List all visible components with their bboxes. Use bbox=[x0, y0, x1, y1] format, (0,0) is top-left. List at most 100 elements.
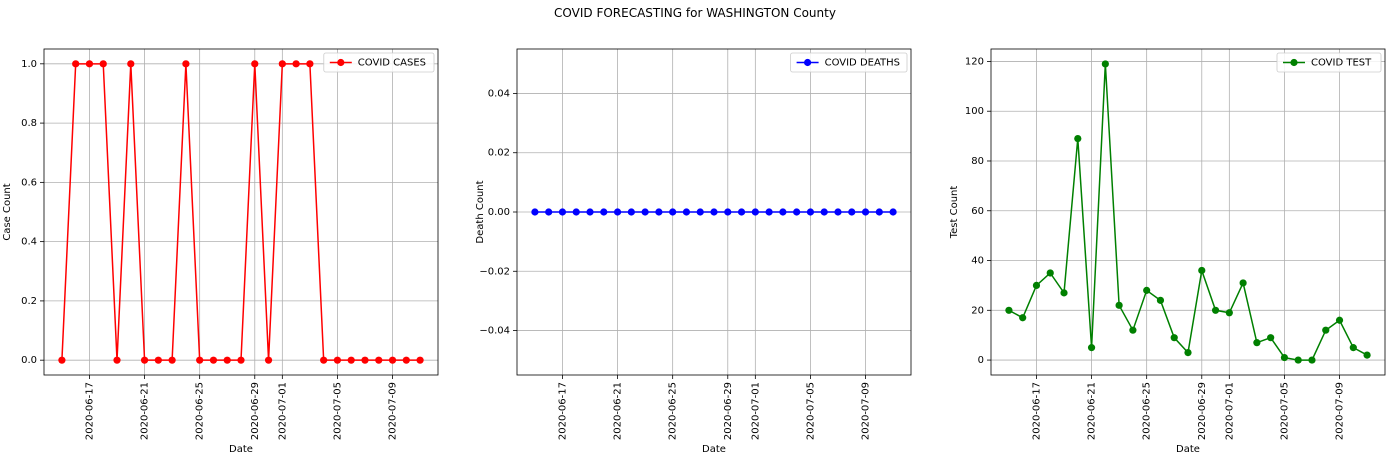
data-point bbox=[737, 208, 746, 216]
data-point bbox=[572, 208, 580, 216]
data-point bbox=[669, 208, 677, 216]
y-axis-label: Case Count bbox=[2, 183, 13, 240]
series-line bbox=[61, 63, 421, 361]
data-point bbox=[600, 208, 608, 216]
y-tick-label: 0 bbox=[978, 355, 984, 366]
data-point bbox=[223, 356, 231, 364]
data-point bbox=[779, 208, 787, 216]
data-point bbox=[388, 356, 397, 364]
data-point bbox=[1074, 134, 1082, 143]
data-point bbox=[99, 60, 107, 68]
data-point bbox=[278, 60, 286, 68]
data-point bbox=[1005, 306, 1013, 314]
legend: COVID TEST bbox=[1276, 52, 1382, 73]
data-point bbox=[333, 356, 342, 364]
data-point bbox=[58, 356, 66, 364]
data-point bbox=[1087, 344, 1096, 352]
y-tick-label: 0.00 bbox=[488, 207, 510, 218]
data-point bbox=[196, 356, 204, 364]
data-point bbox=[264, 356, 273, 364]
y-tick-label: 0.0 bbox=[21, 355, 37, 366]
x-tick-label: 2020-06-25 bbox=[1142, 382, 1153, 440]
data-point bbox=[140, 356, 149, 364]
y-tick-label: 60 bbox=[971, 206, 984, 217]
data-point bbox=[1267, 334, 1275, 342]
data-point bbox=[292, 60, 300, 68]
data-point bbox=[182, 60, 190, 68]
y-tick-label: 0.2 bbox=[21, 296, 37, 307]
y-tick-label: 1.0 bbox=[21, 59, 37, 70]
data-point bbox=[1129, 326, 1137, 334]
data-point bbox=[1253, 339, 1261, 347]
x-tick-label: 2020-07-01 bbox=[750, 382, 761, 440]
data-point bbox=[1294, 356, 1302, 364]
data-point bbox=[875, 208, 883, 216]
data-point bbox=[1101, 60, 1109, 68]
data-point bbox=[85, 60, 94, 68]
data-point bbox=[347, 356, 355, 364]
y-tick-label: 100 bbox=[965, 106, 984, 117]
x-tick-label: 2020-06-17 bbox=[1031, 382, 1042, 440]
data-point bbox=[127, 60, 135, 68]
x-tick-label: 2020-07-09 bbox=[388, 382, 399, 440]
y-tick-label: 0.8 bbox=[21, 118, 37, 129]
data-point bbox=[641, 208, 649, 216]
data-point bbox=[113, 356, 121, 364]
x-tick-label: 2020-07-01 bbox=[1224, 382, 1235, 440]
x-tick-label: 2020-07-05 bbox=[805, 382, 816, 440]
x-tick-label: 2020-06-29 bbox=[1197, 382, 1208, 440]
y-tick-label: −0.02 bbox=[479, 266, 510, 277]
chart-3: 2020-06-17 2020-06-21 2020-06-25 2020-06-29… bbox=[949, 48, 1386, 455]
data-point bbox=[209, 356, 218, 364]
data-point bbox=[1115, 301, 1123, 309]
data-point bbox=[1349, 344, 1357, 352]
data-point bbox=[1308, 356, 1316, 364]
data-point bbox=[72, 60, 80, 68]
x-tick-label: 2020-06-25 bbox=[195, 382, 206, 440]
data-point bbox=[586, 208, 594, 216]
data-point bbox=[1363, 351, 1371, 359]
x-tick-label: 2020-07-05 bbox=[332, 382, 343, 440]
data-point bbox=[320, 356, 328, 364]
data-point bbox=[251, 60, 259, 68]
data-point bbox=[416, 356, 424, 364]
data-point bbox=[361, 356, 369, 364]
data-point bbox=[655, 208, 663, 216]
legend: COVID CASES bbox=[323, 52, 435, 73]
data-point bbox=[1239, 279, 1247, 287]
data-point bbox=[613, 208, 622, 216]
y-tick-label: 0.6 bbox=[21, 177, 37, 188]
x-tick-label: 2020-06-21 bbox=[613, 382, 624, 440]
x-axis-label: Date bbox=[229, 444, 253, 455]
x-tick-label: 2020-07-09 bbox=[1335, 382, 1346, 440]
data-point bbox=[820, 208, 828, 216]
plot-frame bbox=[990, 48, 1386, 376]
data-point bbox=[1032, 281, 1041, 290]
data-point bbox=[375, 356, 383, 364]
legend-marker bbox=[1290, 58, 1298, 67]
y-tick-label: 0.04 bbox=[488, 88, 510, 99]
data-point bbox=[696, 208, 704, 216]
data-point bbox=[1046, 269, 1054, 277]
data-point bbox=[1211, 306, 1220, 314]
data-point bbox=[710, 208, 718, 216]
data-point bbox=[1225, 309, 1233, 317]
data-point bbox=[682, 208, 691, 216]
y-tick-label: 80 bbox=[971, 156, 984, 167]
data-point bbox=[834, 208, 842, 216]
x-tick-label: 2020-06-17 bbox=[557, 382, 568, 440]
data-point bbox=[237, 356, 245, 364]
data-point bbox=[558, 208, 567, 216]
y-tick-label: −0.04 bbox=[479, 326, 510, 337]
data-point bbox=[1143, 286, 1151, 294]
legend-label: COVID DEATHS bbox=[825, 58, 900, 69]
plot-frame bbox=[43, 48, 439, 376]
data-point bbox=[765, 208, 773, 216]
x-axis-label: Date bbox=[702, 444, 726, 455]
x-tick-label: 2020-06-21 bbox=[1087, 382, 1098, 440]
data-point bbox=[545, 208, 553, 216]
legend-marker bbox=[804, 58, 812, 67]
legend-label: COVID CASES bbox=[358, 58, 426, 69]
data-point bbox=[1019, 314, 1027, 322]
data-point bbox=[1184, 349, 1192, 357]
